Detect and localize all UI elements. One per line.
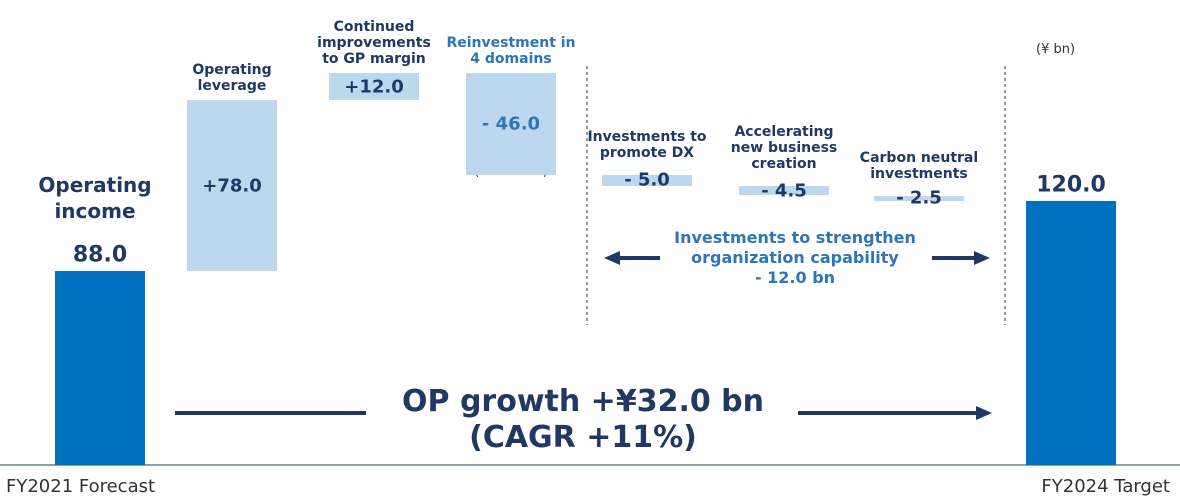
bar: [187, 99, 277, 272]
annotation: Operating income: [38, 173, 152, 223]
category-label: FY2021 Forecast: [6, 476, 156, 497]
annotation: Investments to strengthen organization c…: [670, 228, 920, 288]
bar: [55, 271, 145, 465]
category-label: Investments to promote DX: [587, 128, 707, 161]
value-label: - 4.5: [761, 180, 807, 202]
bar: [874, 195, 964, 201]
category-label: Accelerating new business creation: [730, 123, 838, 172]
bar: [602, 174, 692, 186]
bar: [739, 185, 829, 196]
category-label: Carbon neutral investments: [859, 149, 979, 182]
annotation-text: (CAGR +11%): [469, 420, 697, 455]
category-label: Continued improvements to GP margin: [317, 19, 431, 68]
category-label: Operating leverage: [192, 61, 272, 94]
value-label: +78.0: [202, 175, 262, 197]
value-label: +12.0: [344, 76, 404, 98]
value-label: 88.0: [72, 242, 128, 268]
unit: (¥ bn): [1036, 42, 1076, 57]
arrow-head: [976, 406, 992, 420]
bar: [1026, 201, 1116, 465]
value-label: - 5.0: [624, 169, 670, 191]
arrow-head: [604, 251, 620, 265]
bar: [329, 73, 419, 100]
value-label: - 2.5: [896, 187, 942, 209]
annotation-text: OP growth +¥32.0 bn: [402, 384, 764, 419]
annotation-text: Investments to strengthen organization c…: [674, 228, 916, 267]
category-label: Reinvestment in 4 domains: [446, 35, 576, 68]
category-label: FY2024 Target: [1041, 476, 1170, 497]
bar: [466, 73, 556, 175]
value-label: 120.0: [1036, 172, 1106, 198]
annotation-text: - 12.0 bn: [754, 268, 836, 287]
annotation: OP growth +¥32.0 bn (CAGR +11%): [402, 384, 764, 456]
value-label: - 46.0: [481, 113, 541, 135]
arrow-head: [974, 251, 990, 265]
